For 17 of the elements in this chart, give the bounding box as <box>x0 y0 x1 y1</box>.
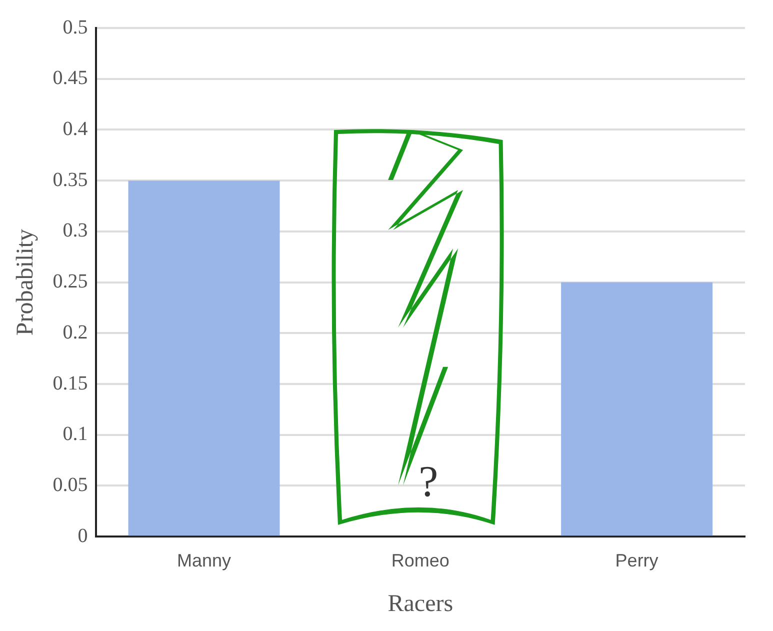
x-axis-title: Racers <box>388 590 454 617</box>
annotation: ? <box>418 457 438 506</box>
y-tick-label: 0 <box>78 524 88 547</box>
y-tick-label: 0.05 <box>52 474 88 496</box>
y-tick-label: 0.2 <box>62 321 88 344</box>
x-tick-label: Perry <box>615 550 658 570</box>
y-tick-label: 0.5 <box>62 16 88 38</box>
y-tick-label: 0.3 <box>62 220 88 242</box>
y-tick-label: 0.35 <box>52 168 88 191</box>
x-tick-label: Manny <box>176 550 232 570</box>
y-tick-label: 0.1 <box>62 423 88 446</box>
x-tick-label: Romeo <box>391 550 450 570</box>
y-tick-label: 0.25 <box>52 270 88 293</box>
y-tick-label: 0.45 <box>52 67 88 90</box>
y-tick-label: 0.4 <box>62 118 88 140</box>
y-axis-title: Probability <box>12 228 39 336</box>
y-tick-label: 0.15 <box>52 372 88 394</box>
